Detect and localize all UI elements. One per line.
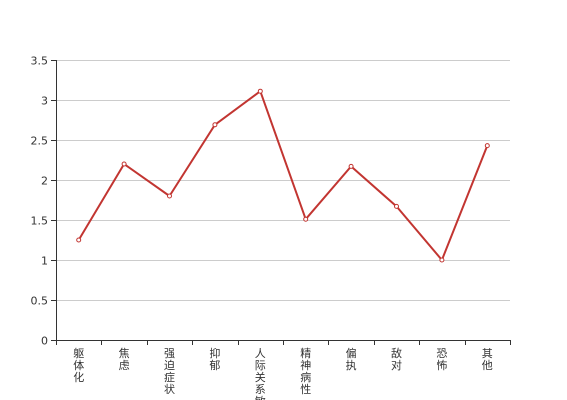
y-tick-label: 0 bbox=[41, 335, 48, 348]
data-point[interactable] bbox=[439, 257, 445, 263]
y-axis: 0 0.5 1 1.5 2 2.5 3 3.5 bbox=[31, 55, 57, 348]
data-point[interactable] bbox=[484, 143, 490, 149]
grid-lines bbox=[56, 60, 510, 301]
x-tick-label: 焦虑 bbox=[119, 347, 130, 372]
data-point[interactable] bbox=[167, 193, 172, 199]
data-point[interactable] bbox=[257, 88, 263, 94]
y-tick-label: 0.5 bbox=[31, 295, 49, 308]
y-tick-label: 3.5 bbox=[31, 55, 49, 68]
x-tick-label: 精神病性 bbox=[300, 347, 311, 396]
y-tick-label: 1.5 bbox=[31, 215, 49, 228]
points-layer bbox=[76, 88, 490, 263]
y-tick-label: 3 bbox=[41, 95, 48, 108]
x-tick-label: 敌对 bbox=[391, 346, 402, 372]
data-point[interactable] bbox=[212, 122, 218, 128]
x-tick-label: 恐怖 bbox=[436, 347, 447, 372]
data-point[interactable] bbox=[121, 161, 127, 167]
x-tick-label: 人际关系敏感 bbox=[255, 347, 266, 400]
data-point[interactable] bbox=[76, 237, 82, 243]
series-line bbox=[77, 90, 489, 261]
y-tick-label: 1 bbox=[41, 255, 48, 268]
x-tick-label: 躯体化 bbox=[73, 347, 84, 384]
x-axis: 躯体化 焦虑 强迫症状 抑郁 人际关系敏感 精神病性 偏执 敌对 恐怖 其他 bbox=[56, 340, 511, 400]
data-point[interactable] bbox=[394, 203, 399, 209]
x-tick-label: 其他 bbox=[482, 347, 493, 372]
data-point[interactable] bbox=[303, 216, 309, 222]
x-tick-label: 抑郁 bbox=[209, 346, 220, 372]
x-tick-label: 强迫症状 bbox=[164, 347, 175, 396]
x-tick-label: 偏执 bbox=[346, 346, 357, 372]
y-tick-label: 2 bbox=[41, 175, 48, 188]
data-point[interactable] bbox=[348, 163, 354, 169]
series-layer bbox=[77, 90, 489, 261]
y-tick-label: 2.5 bbox=[31, 135, 49, 148]
